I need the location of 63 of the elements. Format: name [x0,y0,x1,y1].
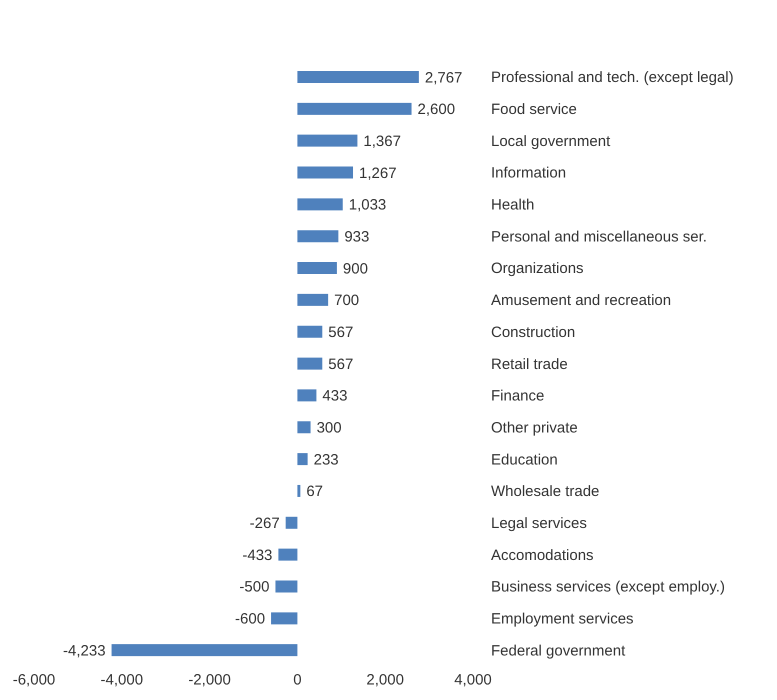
bar [297,421,311,434]
data-label: -600 [235,610,266,628]
bar [297,358,322,370]
y-tick-label: Health [491,196,534,214]
data-label: 433 [322,388,348,405]
bar [297,262,337,274]
data-label: -4,233 [63,642,106,660]
bar [286,516,298,529]
data-label: 933 [344,228,370,246]
x-tick-label: 4,000 [454,672,492,689]
data-label: 67 [306,483,324,500]
y-tick-label: Employment services [491,610,634,628]
bar [297,294,328,306]
data-label: 233 [314,451,339,468]
y-tick-label: Education [491,451,558,468]
bar [278,548,298,561]
data-label: 567 [328,356,354,373]
data-label: 1,367 [363,132,401,150]
y-tick-label: Personal and miscellaneous ser. [491,228,707,246]
data-label: 900 [342,260,368,278]
data-label: -500 [239,578,270,596]
bar [271,612,298,624]
bar [112,644,298,656]
data-label: 700 [334,292,360,310]
y-tick-label: Retail trade [491,356,568,373]
y-tick-label: Organizations [491,260,584,278]
data-label: 1,033 [348,196,386,214]
bar [297,230,338,242]
y-tick-label: Accomodations [491,546,594,564]
data-label: 300 [316,420,342,437]
x-tick-label: -2,000 [188,672,231,689]
bar [297,134,358,147]
y-tick-label: Professional and tech. (except legal) [491,69,734,86]
y-tick-label: Local government [491,132,612,150]
bar [297,198,343,210]
y-tick-label: Legal services [491,514,587,532]
data-label: -267 [250,515,280,532]
y-tick-label: Construction [491,324,576,341]
y-tick-label: Information [491,164,566,182]
x-tick-label: -4,000 [100,672,144,689]
x-tick-label: 2,000 [366,672,404,689]
y-tick-label: Wholesale trade [491,483,600,500]
data-label: 1,267 [359,164,397,182]
bar [297,166,354,179]
bar [297,389,316,402]
y-tick-label: Finance [491,388,544,405]
y-tick-label: Other private [491,419,578,436]
bar [297,71,419,83]
y-tick-label: Business services (except employ.) [491,578,725,596]
bar [275,580,298,592]
data-label: 2,600 [418,101,456,118]
bar [297,484,300,497]
data-label: 2,767 [424,69,462,86]
x-tick-label: 0 [293,672,302,689]
x-tick-label: -6,000 [12,672,56,689]
bar [297,326,322,338]
y-tick-label: Food service [491,101,577,118]
y-tick-label: Amusement and recreation [491,292,672,310]
bar [297,453,308,466]
bar [297,102,412,115]
data-label: 567 [328,324,354,341]
data-label: -433 [242,546,272,564]
y-tick-label: Federal government [491,642,626,660]
